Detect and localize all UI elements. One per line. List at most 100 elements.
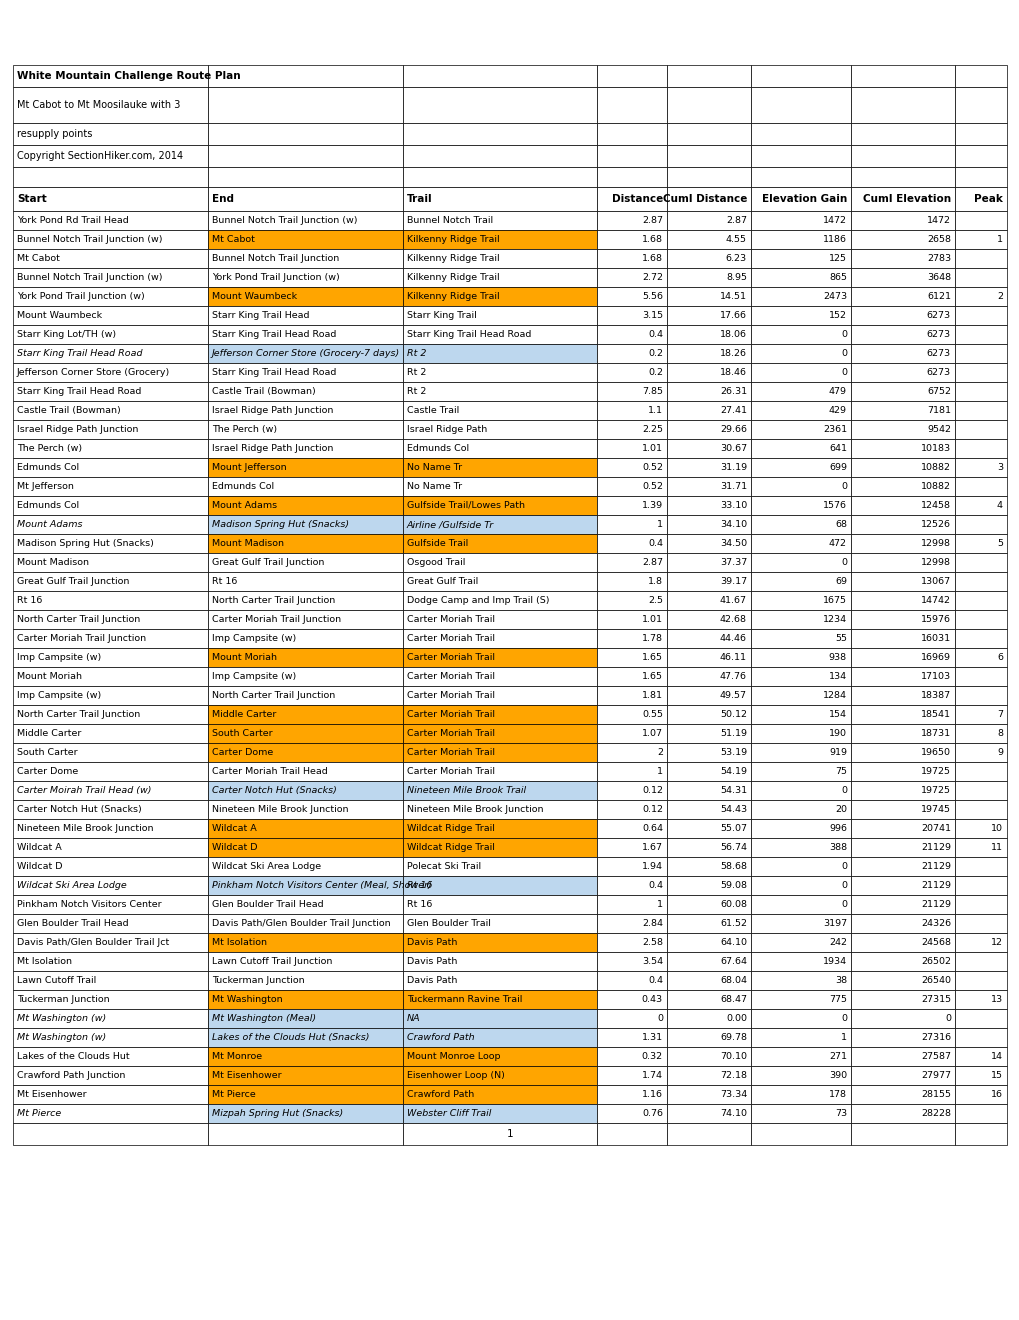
Bar [666, 762, 750, 781]
Bar [596, 535, 666, 553]
Text: York Pond Rd Trail Head: York Pond Rd Trail Head [17, 216, 128, 224]
Text: 6273: 6273 [926, 348, 950, 358]
Bar [750, 363, 850, 381]
Text: Lakes of the Clouds Hut (Snacks): Lakes of the Clouds Hut (Snacks) [212, 1034, 369, 1041]
Text: 996: 996 [828, 824, 846, 833]
Text: Castle Trail: Castle Trail [407, 407, 459, 414]
Bar [403, 440, 596, 458]
Bar [666, 723, 750, 743]
Bar [750, 496, 850, 515]
Bar [666, 145, 750, 168]
Text: 2783: 2783 [926, 253, 950, 263]
Text: 17.66: 17.66 [719, 312, 746, 319]
Bar [403, 630, 596, 648]
Bar [850, 686, 954, 705]
Bar [850, 249, 954, 268]
Text: 0.64: 0.64 [641, 824, 662, 833]
Bar [403, 972, 596, 990]
Bar [596, 168, 666, 187]
Bar [954, 345, 1006, 363]
Text: 16031: 16031 [920, 634, 950, 643]
Bar [403, 762, 596, 781]
Bar [850, 857, 954, 876]
Bar [750, 1028, 850, 1047]
Text: Nineteen Mile Brook Trail: Nineteen Mile Brook Trail [407, 785, 526, 795]
Bar [666, 781, 750, 800]
Bar [13, 933, 208, 952]
Text: Crawford Path: Crawford Path [407, 1034, 474, 1041]
Bar [403, 65, 596, 87]
Bar [13, 553, 208, 572]
Bar [666, 211, 750, 230]
Text: 0.52: 0.52 [641, 463, 662, 473]
Text: 39.17: 39.17 [719, 577, 746, 586]
Text: 54.19: 54.19 [719, 767, 746, 776]
Text: resupply points: resupply points [17, 129, 93, 139]
Text: 0: 0 [841, 1014, 846, 1023]
Bar [954, 420, 1006, 440]
Bar [596, 1047, 666, 1067]
Bar [13, 286, 208, 306]
Bar [850, 553, 954, 572]
Text: 0.43: 0.43 [641, 995, 662, 1005]
Text: 55: 55 [835, 634, 846, 643]
Bar [666, 952, 750, 972]
Bar [596, 496, 666, 515]
Bar [850, 591, 954, 610]
Text: Great Gulf Trail Junction: Great Gulf Trail Junction [212, 558, 324, 568]
Bar [750, 1008, 850, 1028]
Bar [954, 723, 1006, 743]
Bar [954, 496, 1006, 515]
Bar [13, 895, 208, 913]
Bar [208, 818, 403, 838]
Text: 21129: 21129 [920, 843, 950, 851]
Bar [750, 306, 850, 325]
Bar [13, 401, 208, 420]
Bar [596, 990, 666, 1008]
Text: 0.00: 0.00 [726, 1014, 746, 1023]
Bar [403, 1028, 596, 1047]
Text: Mount Madison: Mount Madison [212, 539, 283, 548]
Bar [403, 145, 596, 168]
Bar [13, 838, 208, 857]
Text: 641: 641 [828, 444, 846, 453]
Bar [13, 515, 208, 535]
Bar [208, 572, 403, 591]
Text: Mt Cabot: Mt Cabot [212, 235, 255, 244]
Bar [596, 325, 666, 345]
Bar [13, 762, 208, 781]
Text: 0.2: 0.2 [647, 348, 662, 358]
Text: Israel Ridge Path Junction: Israel Ridge Path Junction [212, 407, 333, 414]
Text: 0: 0 [841, 785, 846, 795]
Text: Davis Path: Davis Path [407, 957, 457, 966]
Text: 125: 125 [828, 253, 846, 263]
Text: 5.56: 5.56 [641, 292, 662, 301]
Text: Carter Moriah Trail: Carter Moriah Trail [407, 615, 494, 624]
Text: Jefferson Corner Store (Grocery-7 days): Jefferson Corner Store (Grocery-7 days) [212, 348, 399, 358]
Text: Rt 2: Rt 2 [407, 348, 426, 358]
Bar [13, 800, 208, 818]
Text: 429: 429 [828, 407, 846, 414]
Bar [208, 477, 403, 496]
Text: 69: 69 [835, 577, 846, 586]
Bar [208, 648, 403, 667]
Bar [850, 818, 954, 838]
Bar [13, 306, 208, 325]
Bar [596, 572, 666, 591]
Text: 2361: 2361 [822, 425, 846, 434]
Bar [954, 145, 1006, 168]
Bar [850, 1104, 954, 1123]
Bar [403, 913, 596, 933]
Text: Great Gulf Trail Junction: Great Gulf Trail Junction [17, 577, 129, 586]
Bar [954, 933, 1006, 952]
Bar [850, 990, 954, 1008]
Text: 17103: 17103 [920, 672, 950, 681]
Text: Middle Carter: Middle Carter [212, 710, 276, 719]
Bar [750, 1067, 850, 1085]
Bar [403, 1067, 596, 1085]
Bar [954, 913, 1006, 933]
Text: 67.64: 67.64 [719, 957, 746, 966]
Bar [750, 553, 850, 572]
Text: 0.32: 0.32 [641, 1052, 662, 1061]
Bar [403, 610, 596, 630]
